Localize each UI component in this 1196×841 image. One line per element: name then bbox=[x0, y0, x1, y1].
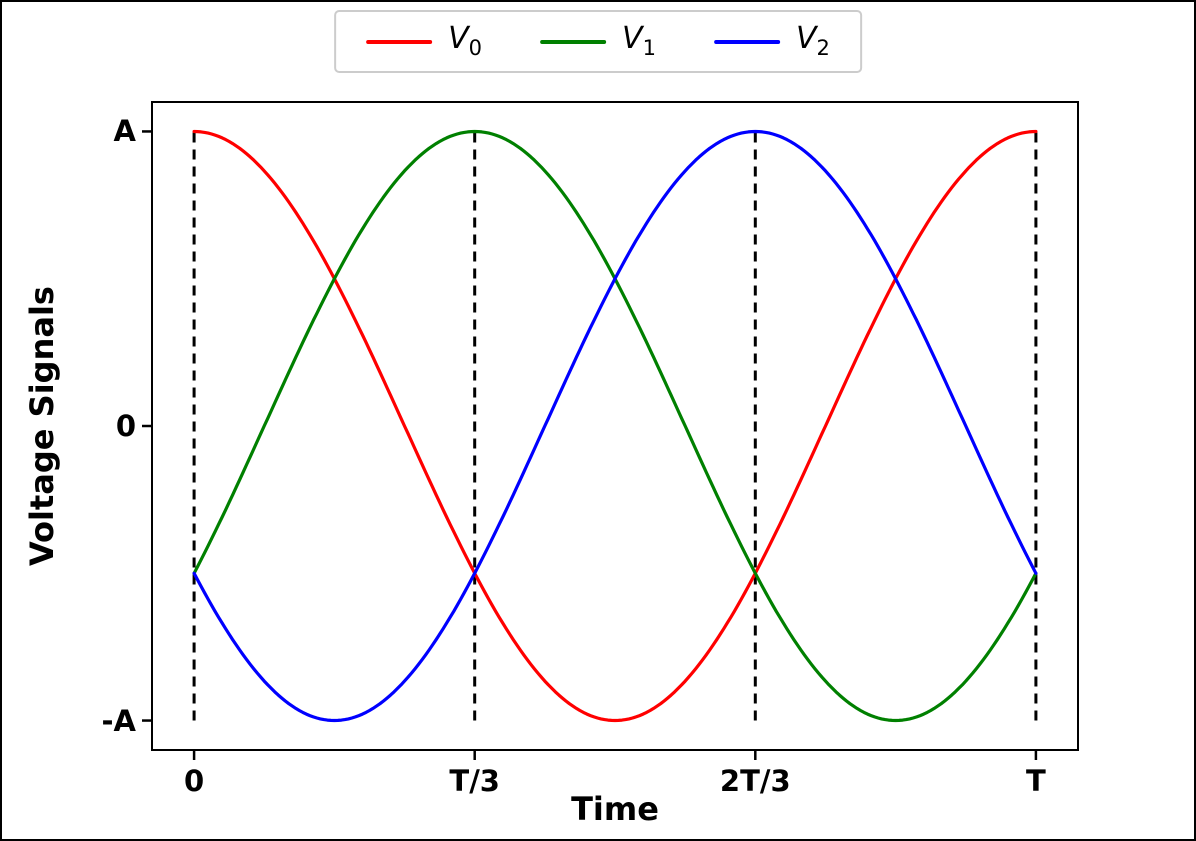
x-tick-label-0: 0 bbox=[183, 764, 205, 798]
legend-entry-v2: V2 bbox=[713, 24, 830, 59]
legend-entry-v1: V1 bbox=[540, 24, 656, 59]
x-tick-label-2: 2T/3 bbox=[719, 764, 791, 798]
legend-line-v1 bbox=[540, 39, 607, 44]
curve-V_0 bbox=[192, 129, 1038, 723]
legend-label-v1: V1 bbox=[622, 24, 656, 59]
x-tick-label-1: T/3 bbox=[449, 764, 500, 798]
legend-line-v2 bbox=[713, 39, 780, 44]
curve-V_1 bbox=[192, 129, 1038, 723]
axes-spines bbox=[151, 101, 1079, 751]
y-tick-label-0: A bbox=[113, 114, 136, 149]
curve-V_2 bbox=[192, 129, 1038, 723]
x-tick-label-3: T bbox=[1026, 764, 1046, 798]
legend-label-v0-main: V bbox=[448, 21, 469, 56]
legend-label-v2-main: V bbox=[795, 21, 817, 56]
y-tick-label-2: -A bbox=[101, 703, 136, 738]
legend-line-v0 bbox=[366, 39, 433, 44]
legend-label-v2: V2 bbox=[796, 24, 830, 59]
y-axis-label: Voltage Signals bbox=[23, 286, 61, 566]
legend-label-v0: V0 bbox=[448, 24, 482, 59]
legend-label-v1-sub: 1 bbox=[642, 36, 656, 60]
legend-label-v1-main: V bbox=[622, 21, 643, 56]
legend-entry-v0: V0 bbox=[366, 24, 482, 59]
legend-label-v0-sub: 0 bbox=[468, 36, 483, 60]
y-tick-label-1: 0 bbox=[115, 409, 136, 443]
legend: V0 V1 V2 bbox=[334, 10, 862, 73]
x-axis-label: Time bbox=[571, 790, 659, 828]
legend-label-v2-sub: 2 bbox=[816, 36, 830, 60]
